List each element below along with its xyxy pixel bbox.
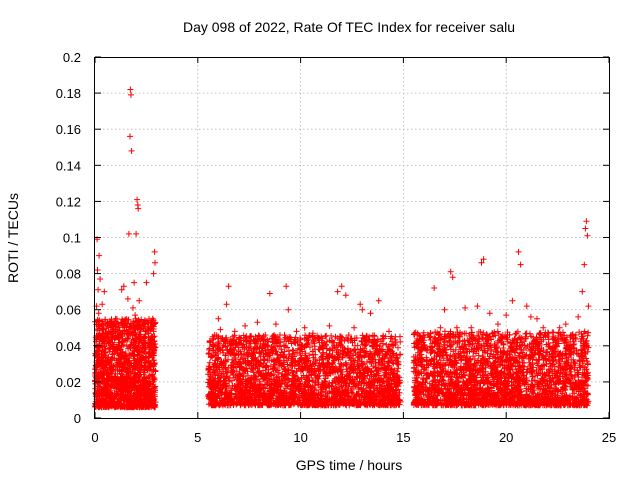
y-tick-label: 0.06 — [56, 303, 81, 318]
axis-ticks — [94, 56, 610, 419]
y-tick-label: 0.18 — [56, 86, 81, 101]
x-tick-label: 15 — [396, 430, 410, 445]
x-tick-label: 5 — [194, 430, 201, 445]
y-tick-label: 0.14 — [56, 158, 81, 173]
y-tick-label: 0.2 — [63, 50, 81, 65]
y-tick-label: 0.02 — [56, 375, 81, 390]
plot-frame — [94, 57, 610, 419]
x-tick-label: 10 — [293, 430, 307, 445]
x-axis-label: GPS time / hours — [296, 457, 403, 473]
tick-labels: 0 5 10 15 20 25 0 0.02 0.04 0.06 0.08 0.1 0.12 0.14 0.… — [56, 50, 617, 445]
x-tick-label: 0 — [91, 430, 98, 445]
y-tick-label: 0.1 — [63, 231, 81, 246]
y-tick-label: 0.04 — [56, 339, 81, 354]
y-tick-label: 0.12 — [56, 194, 81, 209]
y-tick-label: 0.16 — [56, 122, 81, 137]
roti-point-markers — [92, 86, 592, 411]
y-tick-label: 0.08 — [56, 267, 81, 282]
x-tick-label: 20 — [499, 430, 513, 445]
y-axis-label: ROTI / TECUs — [5, 193, 21, 283]
x-tick-label: 25 — [602, 430, 616, 445]
data-points — [92, 86, 592, 411]
chart-title: Day 098 of 2022, Rate Of TEC Index for r… — [183, 19, 515, 35]
y-tick-label: 0 — [74, 411, 81, 426]
